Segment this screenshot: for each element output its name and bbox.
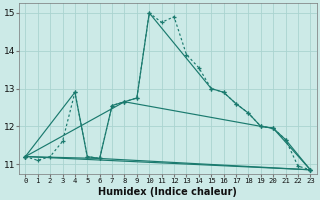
X-axis label: Humidex (Indice chaleur): Humidex (Indice chaleur) — [98, 187, 237, 197]
